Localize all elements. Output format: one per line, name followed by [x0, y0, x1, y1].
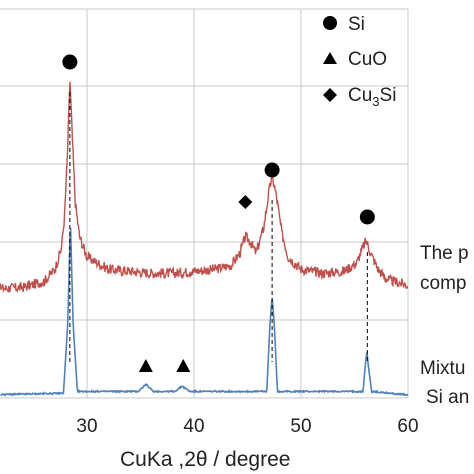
- cuo-peak-triangle-icon-5: [176, 359, 191, 372]
- x-tick-label-50: 50: [290, 416, 311, 437]
- legend-label-cu3si-tail: Si: [380, 85, 397, 106]
- legend-label-cu3si-base: Cu: [348, 85, 372, 106]
- grid-lines: [0, 8, 409, 399]
- series-annotations: The p comp Mixtu Si an: [420, 243, 469, 408]
- legend-label-si: Si: [348, 14, 365, 35]
- si-peak-circle-icon-1: [264, 162, 280, 178]
- annotation-red-line1: The p: [420, 243, 469, 264]
- legend-label-cuo: CuO: [348, 49, 387, 70]
- series-line-1: [0, 227, 409, 397]
- peak-markers: [62, 54, 375, 372]
- legend-label-cu3si: Cu3Si: [348, 85, 396, 109]
- x-axis-ticks: 30 40 50 60: [76, 416, 418, 437]
- series-line-0: [0, 81, 409, 294]
- legend-diamond-icon: [323, 88, 337, 102]
- annotation-red-line2: comp: [420, 273, 466, 294]
- annotation-blue-line1: Mixtu: [420, 358, 465, 379]
- annotation-blue-line2: Si an: [426, 387, 469, 408]
- cu3si-peak-diamond-icon-3: [238, 195, 253, 209]
- legend-label-cu3si-sub: 3: [372, 94, 379, 109]
- si-peak-circle-icon-2: [359, 209, 375, 225]
- legend: Si CuO Cu3Si: [323, 14, 396, 109]
- si-peak-circle-icon-0: [62, 54, 78, 70]
- x-axis-title: CuKa ,2θ / degree: [120, 448, 290, 471]
- cuo-peak-triangle-icon-4: [138, 359, 153, 372]
- peak-guide-lines: [69, 92, 368, 362]
- x-tick-label-60: 60: [397, 416, 418, 437]
- legend-circle-icon: [323, 16, 337, 30]
- x-tick-label-40: 40: [183, 416, 204, 437]
- x-tick-label-30: 30: [76, 416, 97, 437]
- legend-triangle-icon: [323, 52, 337, 64]
- plot-series: [0, 81, 409, 397]
